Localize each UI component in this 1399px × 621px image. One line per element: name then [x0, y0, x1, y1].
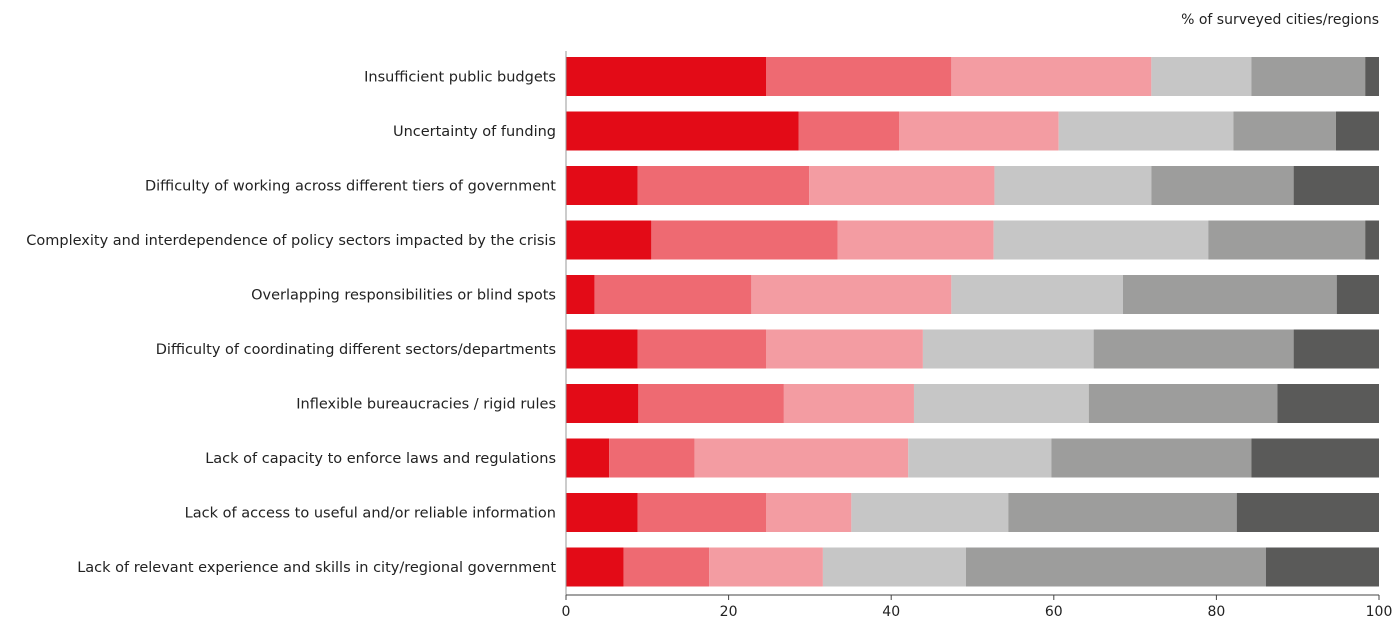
- category-label: Lack of relevant experience and skills i…: [77, 560, 556, 576]
- bar-segment: [765, 57, 952, 96]
- bar-segment: [1058, 111, 1234, 151]
- bar-segment: [637, 493, 766, 532]
- bar-segment: [638, 384, 784, 423]
- bar-segment: [993, 220, 1209, 260]
- bar-segment: [566, 329, 638, 369]
- bar-segment: [566, 438, 610, 478]
- bar-segment: [809, 166, 995, 205]
- category-label: Inflexible bureaucracies / rigid rules: [296, 397, 556, 413]
- bar-segment: [851, 493, 1009, 532]
- bar-segment: [1251, 57, 1366, 96]
- bar-segment: [765, 329, 923, 369]
- bar-segment: [1335, 111, 1379, 151]
- bar-segment: [1365, 220, 1379, 260]
- bar-segment: [899, 111, 1059, 151]
- category-label: Difficulty of coordinating different sec…: [156, 342, 556, 358]
- x-tick-label: 80: [1207, 604, 1225, 620]
- bar-segment: [951, 57, 1152, 96]
- bar-segment: [798, 111, 900, 151]
- bar-segment: [951, 275, 1123, 314]
- bar-segment: [566, 166, 638, 205]
- bar-segment: [637, 166, 810, 205]
- bar-segment: [566, 275, 595, 314]
- bar-segment: [1093, 329, 1294, 369]
- bar-segment: [566, 57, 766, 96]
- bar-segment: [783, 384, 914, 423]
- x-tick-label: 60: [1045, 604, 1063, 620]
- bar-segment: [965, 547, 1266, 587]
- bar-segment: [994, 166, 1152, 205]
- bar-segment: [1365, 57, 1379, 96]
- bar-segment: [1051, 438, 1252, 478]
- bar-segment: [566, 220, 652, 260]
- bar-segment: [1293, 329, 1379, 369]
- bar-segment: [1236, 493, 1379, 532]
- bar-segment: [694, 438, 909, 478]
- bar-segment: [1293, 166, 1379, 205]
- bar-segment: [1151, 57, 1252, 96]
- bar-segment: [1122, 275, 1337, 314]
- x-tick-label: 40: [882, 604, 900, 620]
- bar-segment: [1233, 111, 1336, 151]
- bar-segment: [623, 547, 710, 587]
- bar-segment: [1277, 384, 1379, 423]
- bar-segment: [1251, 438, 1379, 478]
- bar-segment: [837, 220, 994, 260]
- bar-segment: [913, 384, 1089, 423]
- bar-segment: [922, 329, 1094, 369]
- bar-segment: [1336, 275, 1379, 314]
- x-tick-label: 0: [562, 604, 571, 620]
- category-label: Overlapping responsibilities or blind sp…: [251, 288, 556, 304]
- x-tick-label: 20: [720, 604, 738, 620]
- category-label: Uncertainty of funding: [393, 124, 556, 140]
- bar-segment: [566, 111, 799, 151]
- category-label: Lack of capacity to enforce laws and reg…: [205, 451, 556, 467]
- bar-segment: [609, 438, 695, 478]
- bar-segment: [1088, 384, 1278, 423]
- bar-segment: [637, 329, 766, 369]
- bar-segment: [751, 275, 952, 314]
- bar-segment: [566, 547, 624, 587]
- bar-segment: [1265, 547, 1379, 587]
- x-tick-label: 100: [1366, 604, 1393, 620]
- bar-segment: [1151, 166, 1294, 205]
- bar-segment: [651, 220, 838, 260]
- category-label: Complexity and interdependence of policy…: [26, 233, 556, 249]
- category-label: Lack of access to useful and/or reliable…: [185, 506, 556, 522]
- bar-segment: [709, 547, 823, 587]
- bar-segment: [1008, 493, 1237, 532]
- bar-segment: [1208, 220, 1366, 260]
- unit-label: % of surveyed cities/regions: [1181, 12, 1379, 28]
- category-label: Difficulty of working across different t…: [145, 179, 556, 195]
- bar-segment: [765, 493, 852, 532]
- bar-segment: [822, 547, 966, 587]
- bar-segment: [594, 275, 752, 314]
- category-label: Insufficient public budgets: [364, 70, 556, 86]
- bar-segment: [566, 493, 638, 532]
- bar-segment: [908, 438, 1052, 478]
- bar-segment: [566, 384, 639, 423]
